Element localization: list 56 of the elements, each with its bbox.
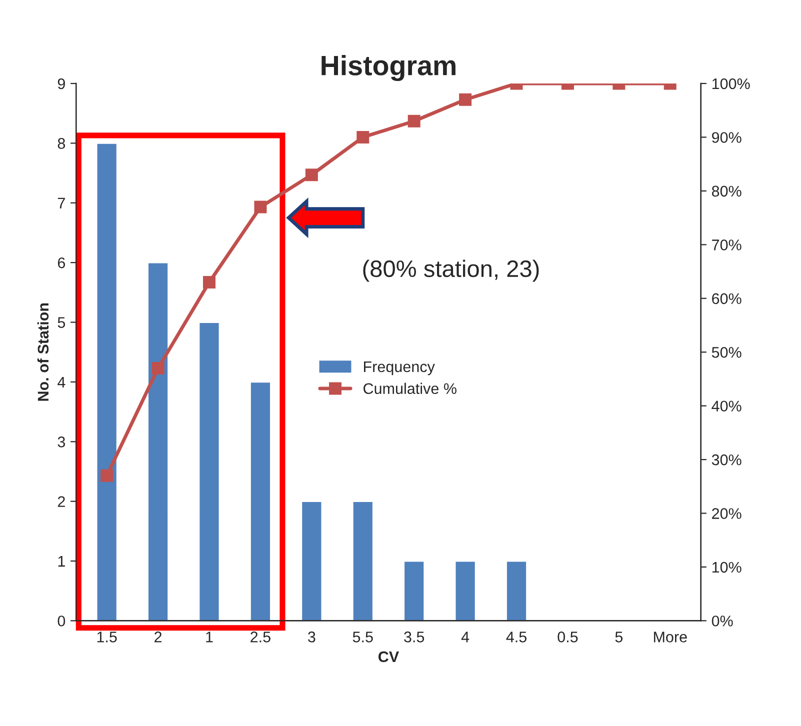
x-axis-title: CV [378, 651, 399, 662]
bar [300, 500, 323, 621]
y2-tick-label: 70% [712, 240, 742, 250]
bar [454, 560, 476, 621]
point [459, 93, 472, 106]
legend-label: Frequency [364, 361, 435, 376]
annotation: (80% station, 23) [363, 260, 539, 282]
x-tick-label: 0.5 [558, 632, 578, 642]
bar [506, 560, 528, 621]
y2-tick-label: 100% [712, 78, 750, 90]
x-tick-label: 1 [206, 632, 213, 642]
y2-tick-label: 20% [712, 508, 742, 519]
x-tick-label: 2 [154, 632, 162, 642]
y-tick-label: 7 [58, 198, 65, 208]
y-tick-label: 0 [58, 616, 66, 626]
y-tick-label: 2 [58, 496, 65, 507]
y-tick-label: 5 [58, 317, 66, 328]
y2-tick-label: 10% [712, 562, 742, 573]
y2-tick-label: 30% [712, 454, 742, 466]
x-tick-label: 5 [615, 632, 623, 642]
point [100, 469, 114, 482]
y-tick-label: 4 [58, 376, 66, 388]
chart-title: Histogram [322, 55, 456, 82]
x-tick-label: 4.5 [506, 632, 526, 642]
x-tick-label: 3.5 [404, 632, 424, 642]
legend-label: Cumulative % [364, 382, 456, 394]
y-tick-label: 3 [58, 436, 66, 448]
bar [147, 262, 169, 621]
x-tick-label: 3 [308, 632, 316, 642]
y2-tick-label: 0% [712, 616, 733, 626]
y-axis-title: No. of Station [37, 303, 49, 401]
point [408, 114, 420, 128]
y2-tick-label: 60% [712, 293, 742, 304]
point [254, 200, 267, 214]
y2-tick-label: 40% [712, 400, 742, 412]
x-tick-label: 1.5 [97, 632, 117, 642]
bar [96, 142, 118, 621]
point [152, 362, 164, 374]
x-tick-label: 2.5 [250, 632, 270, 642]
y-tick-label: 8 [58, 138, 66, 149]
point [305, 168, 318, 182]
y2-tick-label: 80% [712, 186, 742, 197]
point [356, 130, 370, 144]
y-tick-label: 6 [58, 257, 66, 268]
y-tick-label: 9 [58, 78, 65, 90]
y2-tick-label: 90% [712, 132, 742, 143]
bar [352, 500, 374, 621]
bar [403, 560, 426, 621]
x-tick-label: 5.5 [352, 632, 373, 642]
y-tick-label: 1 [58, 556, 65, 567]
bar [198, 322, 220, 621]
point [202, 276, 216, 289]
bar [250, 381, 272, 621]
y2-tick-label: 50% [712, 346, 742, 358]
x-tick-label: More [654, 632, 687, 642]
x-tick-label: 4 [461, 632, 470, 642]
